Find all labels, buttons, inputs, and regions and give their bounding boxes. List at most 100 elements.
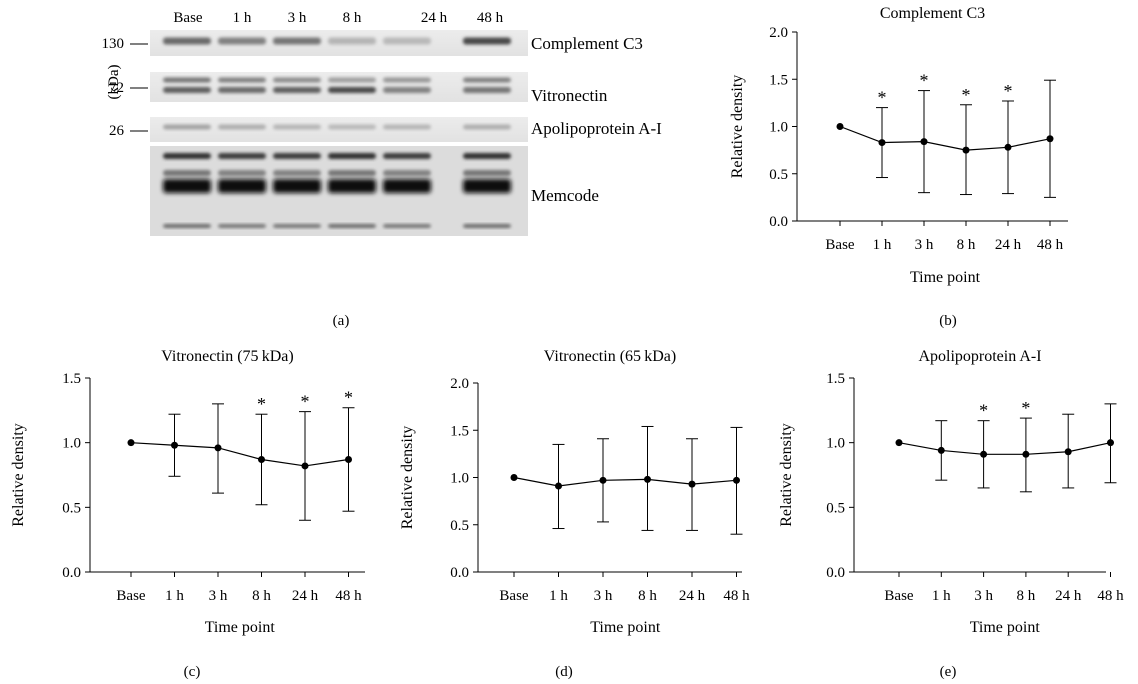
data-point bbox=[510, 474, 518, 481]
data-point bbox=[688, 480, 696, 488]
panel-letter-d: (d) bbox=[555, 664, 573, 680]
panel-letter-a: (a) bbox=[333, 313, 350, 329]
y-axis-label: Relative density bbox=[778, 423, 795, 527]
blot-band bbox=[463, 87, 511, 93]
y-tick-label: 1.0 bbox=[769, 120, 788, 136]
blot-band bbox=[463, 77, 511, 83]
significance-marker: * bbox=[979, 401, 988, 421]
significance-marker: * bbox=[257, 394, 266, 414]
mw-marker-130: 130 bbox=[102, 36, 125, 52]
blot-band bbox=[218, 179, 266, 193]
data-point bbox=[1046, 135, 1054, 143]
blot-band bbox=[273, 77, 321, 83]
significance-marker: * bbox=[301, 392, 310, 412]
x-axis-label: Time point bbox=[910, 269, 981, 286]
y-tick-label: 1.0 bbox=[826, 436, 845, 452]
y-axis-label: Relative density bbox=[729, 75, 746, 179]
x-tick-label: 8 h bbox=[957, 237, 976, 253]
y-tick-label: 0.5 bbox=[769, 167, 788, 183]
x-tick-label: 3 h bbox=[594, 588, 613, 604]
x-tick-label: 24 h bbox=[1055, 588, 1082, 604]
y-tick-label: 0.0 bbox=[826, 565, 845, 581]
blot-band bbox=[328, 179, 376, 193]
x-tick-label: 48 h bbox=[1037, 237, 1064, 253]
lane-label: 8 h bbox=[343, 10, 362, 26]
data-point bbox=[878, 139, 886, 147]
blot-band bbox=[383, 77, 431, 83]
x-tick-label: Base bbox=[499, 588, 529, 604]
blot-band bbox=[163, 37, 211, 45]
blot-band bbox=[218, 170, 266, 176]
y-tick-label: 0.5 bbox=[62, 500, 81, 516]
band-label-c3: Complement C3 bbox=[531, 34, 643, 53]
blot-band bbox=[218, 124, 266, 130]
western-blot: Base 1 h 3 h 8 h 24 h 48 h (kDa) 130 72 … bbox=[102, 10, 663, 329]
y-tick-label: 2.0 bbox=[769, 25, 788, 41]
blot-band bbox=[463, 37, 511, 45]
blot-band bbox=[163, 87, 211, 93]
x-tick-label: 8 h bbox=[252, 588, 271, 604]
series-line bbox=[130, 442, 349, 467]
blot-band bbox=[218, 87, 266, 93]
x-tick-label: 1 h bbox=[873, 237, 892, 253]
blot-band bbox=[383, 224, 431, 228]
data-point bbox=[599, 476, 607, 484]
x-tick-label: 48 h bbox=[335, 588, 362, 604]
x-tick-label: 1 h bbox=[165, 588, 184, 604]
blot-band bbox=[328, 77, 376, 83]
blot-band bbox=[273, 87, 321, 93]
y-tick-label: 1.5 bbox=[62, 371, 81, 387]
blot-band bbox=[218, 224, 266, 228]
x-axis-label: Time point bbox=[590, 619, 661, 636]
blot-band bbox=[383, 87, 431, 93]
y-axis-label: Relative density bbox=[399, 426, 416, 530]
blot-band bbox=[273, 224, 321, 228]
y-tick-label: 1.5 bbox=[826, 371, 845, 387]
blot-band bbox=[328, 153, 376, 159]
x-tick-label: 3 h bbox=[974, 588, 993, 604]
blot-band bbox=[273, 179, 321, 193]
significance-marker: * bbox=[962, 85, 971, 105]
data-point bbox=[555, 482, 562, 490]
lane-label: 3 h bbox=[288, 10, 307, 26]
x-tick-label: 24 h bbox=[292, 588, 319, 604]
blot-band bbox=[218, 153, 266, 159]
blot-band bbox=[463, 179, 511, 193]
y-tick-label: 0.0 bbox=[450, 565, 469, 581]
mw-unit-label: (kDa) bbox=[106, 65, 122, 100]
data-point bbox=[733, 476, 740, 484]
significance-marker: * bbox=[920, 71, 929, 91]
blot-band bbox=[328, 124, 376, 130]
y-axis-label: Relative density bbox=[10, 423, 27, 527]
y-tick-label: 1.0 bbox=[62, 436, 81, 452]
blot-band bbox=[463, 124, 511, 130]
data-point bbox=[301, 462, 309, 470]
blot-band bbox=[328, 170, 376, 176]
x-tick-label: 3 h bbox=[915, 237, 934, 253]
x-axis-label: Time point bbox=[205, 619, 276, 636]
y-tick-label: 0.0 bbox=[62, 565, 81, 581]
series-line bbox=[898, 442, 1111, 455]
data-point bbox=[980, 450, 988, 458]
lane-label: 48 h bbox=[477, 10, 504, 26]
band-label-apoa1: Apolipoprotein A-I bbox=[531, 119, 662, 138]
data-point bbox=[1107, 439, 1114, 447]
lane-label: Base bbox=[173, 10, 203, 26]
band-label-vitronectin: Vitronectin bbox=[531, 86, 608, 105]
blot-band bbox=[218, 37, 266, 45]
blot-band bbox=[273, 153, 321, 159]
x-tick-label: 48 h bbox=[723, 588, 750, 604]
mw-marker-26: 26 bbox=[109, 123, 125, 139]
significance-marker: * bbox=[878, 88, 887, 108]
blot-band bbox=[163, 170, 211, 176]
blot-band bbox=[463, 170, 511, 176]
blot-band bbox=[383, 170, 431, 176]
band-label-memcode: Memcode bbox=[531, 186, 599, 205]
y-tick-label: 1.0 bbox=[450, 471, 469, 487]
blot-band bbox=[463, 224, 511, 228]
blot-band bbox=[163, 179, 211, 193]
x-tick-label: 1 h bbox=[549, 588, 568, 604]
significance-marker: * bbox=[1021, 398, 1030, 418]
data-point bbox=[1064, 448, 1072, 456]
